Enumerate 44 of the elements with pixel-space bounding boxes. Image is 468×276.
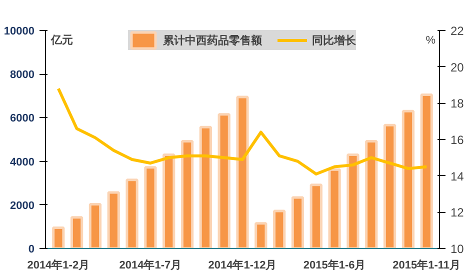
- y2-tick-label: 18: [450, 96, 464, 111]
- bar: [402, 110, 415, 248]
- y-tick-label: 4000: [10, 156, 35, 168]
- y-tick-label: 6000: [10, 112, 35, 125]
- x-tick-label: 2015年1-11月: [392, 258, 461, 272]
- y-tick-label: 8000: [10, 69, 35, 82]
- y-axis-title: 亿元: [50, 34, 74, 46]
- y2-tick-label: 14: [450, 169, 464, 184]
- y2-tick-label: 22: [450, 24, 464, 38]
- y2-tick-label: 10: [450, 242, 464, 256]
- bar: [310, 184, 322, 248]
- x-tick-label: 2015年1-6月: [303, 258, 366, 272]
- bar: [88, 202, 102, 248]
- bar: [383, 124, 396, 248]
- bar: [291, 196, 304, 248]
- x-tick-label: 2014年1-2月: [27, 258, 90, 272]
- legend-label: 累计中西药品零售额: [163, 34, 262, 48]
- bar: [218, 113, 230, 248]
- y2-tick-label: 16: [450, 133, 464, 147]
- y-tick-label: 10000: [4, 26, 35, 38]
- y-tick-label: 0: [28, 244, 35, 256]
- y2-tick-label: 20: [450, 60, 464, 74]
- bar: [52, 226, 65, 248]
- bar: [107, 191, 120, 248]
- y2-axis-title: %: [426, 34, 436, 46]
- bar: [199, 126, 212, 248]
- y2-tick-label: 12: [450, 206, 464, 220]
- bar: [236, 96, 249, 248]
- x-tick-label: 2014年1-7月: [119, 258, 182, 272]
- bar: [346, 154, 360, 248]
- bar: [254, 222, 268, 248]
- x-tick-label: 2014年1-12月: [208, 258, 277, 272]
- line-series: [56, 87, 428, 176]
- y-tick-label: 2000: [10, 200, 35, 212]
- bar: [180, 140, 194, 248]
- legend-label: 同比增长: [312, 34, 356, 48]
- bar: [144, 166, 157, 248]
- bar: [126, 178, 138, 248]
- bar: [162, 154, 176, 248]
- bar: [328, 168, 341, 248]
- bar: [70, 216, 84, 248]
- bar: [420, 94, 433, 248]
- bar: [365, 140, 378, 248]
- bar: [273, 210, 286, 248]
